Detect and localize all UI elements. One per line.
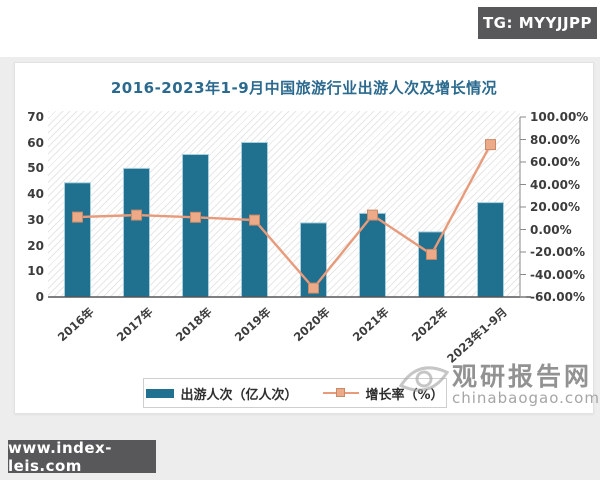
bar-2022年 — [418, 231, 445, 298]
growth-marker-2019年 — [249, 214, 260, 226]
legend-line-swatch-icon — [323, 388, 360, 397]
right-axis-tick-label: -60.00% — [530, 290, 585, 304]
legend-bar-swatch-icon — [146, 388, 175, 398]
right-axis-tick-label: -40.00% — [530, 267, 585, 282]
growth-rate-line — [77, 144, 492, 290]
left-axis-tick-label: 30 — [27, 212, 44, 227]
watermark-name: 观研报告网 — [452, 362, 593, 391]
growth-marker-2020年 — [308, 282, 319, 294]
legend-bar-label: 出游人次（亿人次） — [180, 387, 298, 403]
growth-marker-2016年 — [72, 211, 83, 223]
source-site-badge: www.index-leis.com — [8, 439, 156, 475]
bar-2017年 — [123, 167, 150, 298]
legend-item-bar-series: 出游人次（亿人次） — [146, 384, 297, 403]
growth-marker-2017年 — [131, 209, 142, 221]
left-axis-tick-label: 70 — [27, 110, 44, 124]
bar-2018年 — [182, 154, 209, 298]
left-axis-tick-label: 50 — [27, 161, 44, 176]
growth-marker-2021年 — [367, 209, 378, 221]
watermark-eye-icon — [398, 366, 450, 392]
right-axis-tick-label: 80.00% — [530, 132, 580, 147]
left-axis-tick-label: 40 — [27, 187, 44, 202]
left-axis-tick-label: 0 — [35, 290, 44, 304]
bar-2016年 — [64, 182, 91, 298]
watermark: 观研报告网 chinabaogao.com — [452, 362, 600, 407]
right-axis-tick-label: 40.00% — [530, 177, 580, 192]
growth-marker-2022年 — [426, 248, 437, 260]
chart-legend: 出游人次（亿人次） 增长率（%） — [143, 378, 447, 408]
growth-marker-2023年1-9月 — [485, 139, 496, 151]
right-axis-tick-label: 100.00% — [530, 110, 589, 124]
right-axis-tick-label: 20.00% — [530, 200, 580, 214]
right-axis-tick-label: 0.00% — [530, 222, 572, 237]
left-axis-tick-label: 60 — [27, 135, 44, 150]
left-axis-tick-label: 10 — [27, 264, 44, 279]
chart-title: 2016-2023年1-9月中国旅游行业出游人次及增长情况 — [110, 79, 498, 97]
watermark-domain: chinabaogao.com — [452, 389, 600, 407]
right-axis-tick-label: -20.00% — [530, 245, 585, 259]
bar-2023年1-9月 — [477, 202, 504, 298]
right-axis-tick-label: 60.00% — [530, 155, 580, 169]
left-axis-tick-label: 20 — [27, 238, 44, 253]
telegram-contact-badge: TG: MYYJJPP — [478, 7, 597, 39]
growth-marker-2018年 — [190, 211, 201, 223]
